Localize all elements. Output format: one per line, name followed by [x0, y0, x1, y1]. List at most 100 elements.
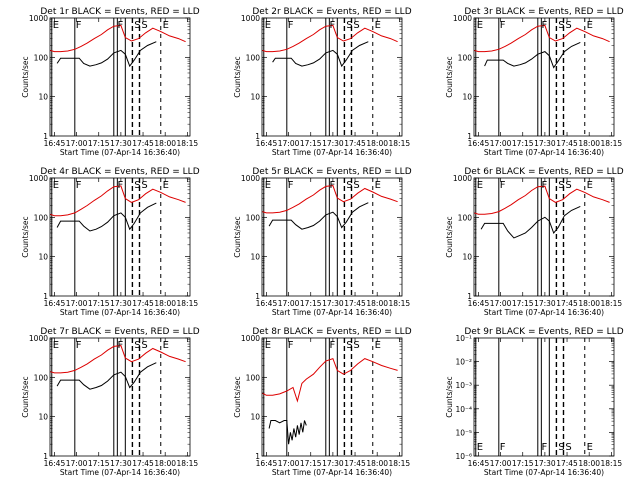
x-tick-label: 17:00	[278, 459, 300, 468]
event-marker: E	[587, 180, 593, 191]
x-axis-label: Start Time (07-Apr-14 16:36:40)	[484, 468, 604, 477]
x-tick-label: 17:00	[66, 139, 88, 148]
x-tick-label: 18:15	[601, 139, 623, 148]
y-tick-label: 1	[467, 132, 472, 141]
y-tick-label: 10	[38, 93, 48, 102]
x-tick-label: 17:00	[278, 299, 300, 308]
lld-series	[262, 357, 398, 403]
x-tick-label: 17:45	[556, 459, 578, 468]
event-marker: F	[288, 180, 294, 191]
x-tick-label: 17:30	[110, 299, 132, 308]
event-marker: S	[565, 180, 571, 191]
event-marker: S	[141, 180, 147, 191]
x-tick-label: 17:45	[556, 299, 578, 308]
events-series	[56, 202, 157, 232]
event-marker: F	[329, 20, 335, 31]
y-tick-label: 1	[43, 452, 48, 461]
event-marker: E	[477, 442, 483, 453]
x-tick-label: 18:15	[601, 459, 623, 468]
x-tick-label: 18:15	[177, 299, 199, 308]
panel-title: Det 7r BLACK = Events, RED = LLD	[40, 327, 199, 337]
event-marker: F	[288, 20, 294, 31]
x-tick-label: 18:15	[601, 299, 623, 308]
x-tick-label: 16:45	[256, 139, 278, 148]
y-axis-label: Counts/sec	[233, 376, 242, 417]
events-series	[268, 420, 307, 445]
y-tick-label: 10⁻²	[455, 358, 472, 367]
plot-frame	[49, 17, 191, 137]
panel-title: Det 4r BLACK = Events, RED = LLD	[40, 167, 199, 177]
x-tick-label: 18:15	[177, 139, 199, 148]
y-tick-label: 1000	[241, 174, 260, 183]
event-marker: S	[558, 180, 564, 191]
events-series	[484, 41, 581, 69]
x-tick-label: 18:00	[154, 299, 176, 308]
x-tick-label: 18:00	[366, 459, 388, 468]
x-tick-label: 17:15	[300, 459, 322, 468]
event-marker: F	[541, 442, 547, 453]
plot-frame	[261, 17, 403, 137]
event-marker: E	[477, 180, 483, 191]
y-tick-label: 10	[250, 253, 260, 262]
x-tick-label: 18:00	[578, 139, 600, 148]
y-tick-label: 1	[43, 292, 48, 301]
x-tick-label: 16:45	[44, 139, 66, 148]
x-tick-label: 18:00	[366, 139, 388, 148]
x-axis-label: Start Time (07-Apr-14 16:36:40)	[484, 148, 604, 157]
y-tick-label: 1000	[453, 14, 472, 23]
event-marker: S	[134, 20, 140, 31]
y-tick-label: 1	[255, 132, 260, 141]
event-marker: E	[587, 20, 593, 31]
y-tick-label: 1	[467, 292, 472, 301]
x-tick-label: 17:00	[66, 459, 88, 468]
x-tick-label: 18:00	[578, 459, 600, 468]
x-tick-label: 17:30	[110, 139, 132, 148]
event-marker: F	[541, 20, 547, 31]
lld-series	[50, 185, 186, 217]
y-tick-label: 1000	[453, 174, 472, 183]
x-tick-label: 16:45	[256, 459, 278, 468]
event-marker: S	[353, 20, 359, 31]
x-tick-label: 16:45	[256, 299, 278, 308]
x-tick-label: 17:30	[322, 459, 344, 468]
y-tick-label: 10⁻¹	[455, 334, 472, 343]
x-tick-label: 18:15	[389, 459, 411, 468]
y-tick-label: 100	[246, 373, 261, 382]
x-tick-label: 18:00	[154, 459, 176, 468]
x-tick-label: 17:30	[534, 139, 556, 148]
y-tick-label: 10	[462, 93, 472, 102]
events-series	[56, 362, 157, 390]
event-marker: F	[288, 340, 294, 351]
event-marker: E	[375, 20, 381, 31]
y-tick-label: 1000	[29, 334, 48, 343]
x-tick-label: 17:30	[322, 299, 344, 308]
event-marker: S	[346, 20, 352, 31]
plot-frame	[49, 177, 191, 297]
lld-series	[50, 24, 186, 53]
x-tick-label: 16:45	[468, 299, 490, 308]
y-tick-label: 10	[462, 253, 472, 262]
y-tick-label: 10	[38, 253, 48, 262]
x-tick-label: 17:45	[344, 459, 366, 468]
x-tick-label: 18:15	[389, 299, 411, 308]
x-tick-label: 18:15	[177, 459, 199, 468]
x-tick-label: 17:00	[490, 459, 512, 468]
plot-frame	[261, 177, 403, 297]
x-tick-label: 17:15	[512, 139, 534, 148]
event-marker: E	[375, 180, 381, 191]
event-marker: E	[265, 340, 271, 351]
event-marker: S	[353, 340, 359, 351]
x-axis-label: Start Time (07-Apr-14 16:36:40)	[60, 308, 180, 317]
y-axis-label: Counts/sec	[21, 216, 30, 257]
y-tick-label: 1	[43, 132, 48, 141]
y-tick-label: 100	[34, 213, 49, 222]
y-tick-label: 1	[255, 292, 260, 301]
lld-series	[262, 24, 398, 53]
events-series	[268, 202, 369, 230]
x-tick-label: 18:00	[578, 299, 600, 308]
x-tick-label: 17:15	[300, 139, 322, 148]
